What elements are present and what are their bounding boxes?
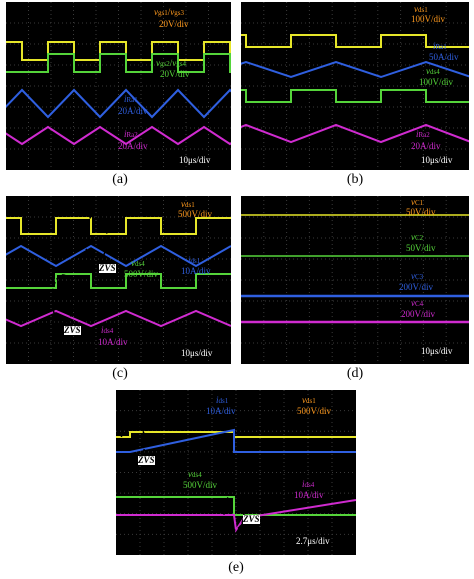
scope-panel-d: vC1 50V/div vC2 50V/div vC3 200V/div vC4… [241, 196, 469, 364]
time-scale-b: 10μs/div [421, 155, 453, 165]
label-vds1-scale: 100V/div [411, 14, 446, 24]
trace-ira1 [6, 88, 231, 119]
scope-panel-a: vgs1/vgs3 20V/div vgs2/vgs4 20V/div iRa1… [6, 2, 231, 170]
label-vds1-c-scale: 500V/div [178, 209, 213, 219]
label-zvs-e2: ZVS [243, 514, 260, 524]
label-vgs24: vgs2/vgs4 [156, 58, 186, 69]
scope-panel-e: ids1 10A/div vds1 500V/div ZVS vds4 500V… [116, 390, 356, 555]
scope-panel-c: vds1 500V/div ZVS vds4 500V/div ids1 10A… [6, 196, 231, 364]
label-ira2-b: iRa2 [416, 129, 430, 140]
time-scale-c: 10μs/div [181, 348, 213, 358]
label-ira1-b: iRa1 [433, 41, 447, 52]
trace-ira2 [6, 125, 231, 146]
trace-ira2-b [241, 123, 469, 144]
label-vc4: vC4 [411, 298, 424, 309]
label-vds4-c: vds4 [131, 258, 145, 269]
zvs-marker-c1 [84, 213, 108, 263]
zvs-marker-c2 [51, 274, 75, 324]
label-ids4-c-scale: 10A/div [98, 337, 128, 347]
label-vds1-c: vds1 [181, 199, 195, 210]
label-ids1-c-scale: 10A/div [181, 266, 211, 276]
zvs-marker-e1 [120, 421, 146, 463]
label-vc3: vC3 [411, 271, 424, 282]
label-vds1-e: vds1 [302, 395, 316, 406]
label-zvs-e1: ZVS [138, 455, 155, 465]
label-vds4-b-scale: 100V/div [419, 77, 454, 87]
label-ids1-c: ids1 [188, 255, 201, 266]
label-ids4-e: ids4 [302, 479, 315, 490]
scope-panel-b: vds1 100V/div iRa1 50A/div vds4 100V/div… [241, 2, 469, 170]
caption-c: (c) [112, 366, 128, 381]
time-scale-e: 2.7μs/div [296, 536, 330, 546]
waveforms-e [116, 390, 356, 555]
caption-b: (b) [346, 172, 364, 187]
zvs-marker-e2 [223, 493, 245, 531]
label-vds1: vds1 [414, 4, 428, 15]
caption-a: (a) [112, 172, 128, 187]
trace-vds1-e [116, 431, 356, 438]
trace-vds1-c [6, 217, 231, 235]
trace-ids1-e [116, 428, 356, 453]
label-zvs-c1: ZVS [99, 263, 116, 273]
waveforms-b [241, 2, 469, 170]
trace-vds4-e [116, 496, 356, 516]
label-ira2-scale: 20A/div [118, 141, 148, 151]
label-ira2-b-scale: 20A/div [411, 141, 441, 151]
waveforms-c [6, 196, 231, 364]
label-vgs13: vgs1/vgs3 [154, 7, 184, 18]
label-vgs13-scale: 20V/div [159, 19, 189, 29]
label-ids1-e-scale: 10A/div [206, 406, 236, 416]
label-vc4-scale: 200V/div [401, 309, 436, 319]
label-ira2: iRa2 [124, 129, 138, 140]
time-scale-a: 10μs/div [179, 155, 211, 165]
time-scale-d: 10μs/div [421, 346, 453, 356]
label-ids1-e: ids1 [216, 395, 229, 406]
label-vc1-scale: 50V/div [406, 207, 436, 217]
label-zvs-c2: ZVS [64, 325, 81, 335]
trace-vds4-c [6, 273, 231, 289]
label-vc1: vC1 [411, 197, 424, 208]
trace-vgs24 [6, 53, 231, 73]
label-ids4-c: ids4 [101, 325, 114, 336]
trace-ids4-c [6, 309, 231, 328]
label-ira1: iRa1 [124, 94, 138, 105]
label-vc3-scale: 200V/div [399, 282, 434, 292]
caption-e: (e) [228, 560, 244, 575]
label-vds1-e-scale: 500V/div [297, 406, 332, 416]
trace-vds4 [241, 89, 469, 103]
label-vds4-e: vds4 [188, 469, 202, 480]
label-vgs24-scale: 20V/div [160, 69, 190, 79]
label-ira1-scale: 20A/div [118, 106, 148, 116]
waveforms-a [6, 2, 231, 170]
trace-vds1 [241, 34, 469, 48]
trace-ids4-e [116, 499, 356, 533]
caption-d: (d) [346, 366, 364, 381]
label-vds4-b: vds4 [426, 66, 440, 77]
label-vc2: vC2 [411, 232, 424, 243]
label-vds4-e-scale: 500V/div [183, 480, 218, 490]
label-ira1-b-scale: 50A/div [429, 52, 459, 62]
label-vc2-scale: 50V/div [406, 243, 436, 253]
trace-ira1-b [241, 60, 469, 79]
label-vds4-c-scale: 500V/div [124, 269, 159, 279]
label-ids4-e-scale: 10A/div [294, 490, 324, 500]
waveforms-d [241, 196, 469, 364]
trace-ids1-c [6, 244, 231, 268]
